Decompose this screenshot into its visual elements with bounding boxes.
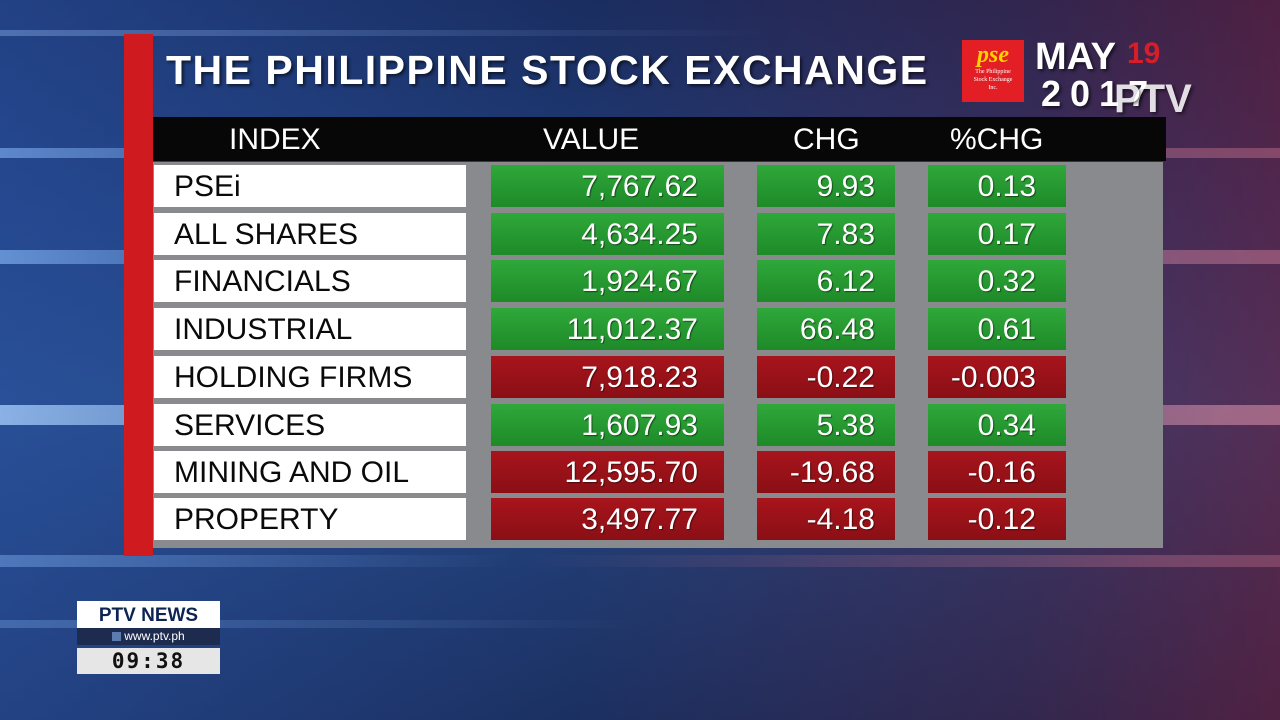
index-pct-chg: 0.13 [928, 165, 1066, 207]
index-name: FINANCIALS [154, 260, 466, 302]
index-pct-chg: 0.32 [928, 260, 1066, 302]
index-pct-chg: 0.34 [928, 404, 1066, 446]
index-chg: 66.48 [757, 308, 895, 350]
index-pct-chg: -0.003 [928, 356, 1066, 398]
table-row: MINING AND OIL 12,595.70 -19.68 -0.16 [0, 451, 1280, 495]
index-pct-chg: -0.16 [928, 451, 1066, 493]
index-name: PSEi [154, 165, 466, 207]
date-month: MAY [1035, 36, 1116, 78]
rss-icon [112, 632, 122, 641]
header-index: INDEX [229, 123, 321, 156]
index-chg: -0.22 [757, 356, 895, 398]
header-value: VALUE [543, 123, 640, 156]
table-row: INDUSTRIAL 11,012.37 66.48 0.61 [0, 308, 1280, 352]
table-header: INDEX VALUE CHG %CHG [153, 117, 1166, 161]
table-row: PROPERTY 3,497.77 -4.18 -0.12 [0, 498, 1280, 542]
index-pct-chg: -0.12 [928, 498, 1066, 540]
date-day: 19 [1127, 37, 1161, 70]
accent-bar [124, 34, 153, 556]
index-value: 11,012.37 [491, 308, 724, 350]
index-name: SERVICES [154, 404, 466, 446]
page-title: THE PHILIPPINE STOCK EXCHANGE [166, 47, 929, 93]
index-value: 3,497.77 [491, 498, 724, 540]
news-brand: PTV NEWS [77, 601, 220, 628]
background-stripe [0, 555, 1280, 567]
index-pct-chg: 0.17 [928, 213, 1066, 255]
logo-mark: pse [977, 42, 1009, 68]
table-row: HOLDING FIRMS 7,918.23 -0.22 -0.003 [0, 356, 1280, 400]
index-value: 1,607.93 [491, 404, 724, 446]
table-row: ALL SHARES 4,634.25 7.83 0.17 [0, 213, 1280, 257]
index-chg: 6.12 [757, 260, 895, 302]
table-row: SERVICES 1,607.93 5.38 0.34 [0, 404, 1280, 448]
logo-text-line1: The Philippine [975, 69, 1011, 75]
index-name: ALL SHARES [154, 213, 466, 255]
table-row: FINANCIALS 1,924.67 6.12 0.32 [0, 260, 1280, 304]
pse-logo: pse The Philippine Stock Exchange Inc. [962, 40, 1024, 102]
index-chg: 9.93 [757, 165, 895, 207]
index-chg: -19.68 [757, 451, 895, 493]
index-chg: 5.38 [757, 404, 895, 446]
index-pct-chg: 0.61 [928, 308, 1066, 350]
ptv-news-box: PTV NEWS www.ptv.ph 09:38 [77, 601, 220, 676]
header-pct-chg: %CHG [950, 123, 1044, 156]
logo-text-line2: Stock Exchange [973, 77, 1013, 83]
index-name: PROPERTY [154, 498, 466, 540]
index-value: 7,918.23 [491, 356, 724, 398]
news-clock: 09:38 [77, 648, 220, 674]
table-row: PSEi 7,767.62 9.93 0.13 [0, 165, 1280, 209]
index-value: 12,595.70 [491, 451, 724, 493]
news-url: www.ptv.ph [124, 629, 185, 643]
index-name: MINING AND OIL [154, 451, 466, 493]
header-chg: CHG [793, 123, 860, 156]
channel-bug: PTV [1114, 77, 1192, 121]
index-name: INDUSTRIAL [154, 308, 466, 350]
index-chg: -4.18 [757, 498, 895, 540]
index-value: 4,634.25 [491, 213, 724, 255]
index-value: 7,767.62 [491, 165, 724, 207]
date-year: 2017 [1041, 73, 1158, 114]
background-stripe [0, 620, 1280, 628]
logo-text-line3: Inc. [988, 85, 998, 91]
index-chg: 7.83 [757, 213, 895, 255]
background-stripe [0, 30, 1280, 36]
index-value: 1,924.67 [491, 260, 724, 302]
news-url-bar: www.ptv.ph [77, 628, 220, 645]
index-name: HOLDING FIRMS [154, 356, 466, 398]
